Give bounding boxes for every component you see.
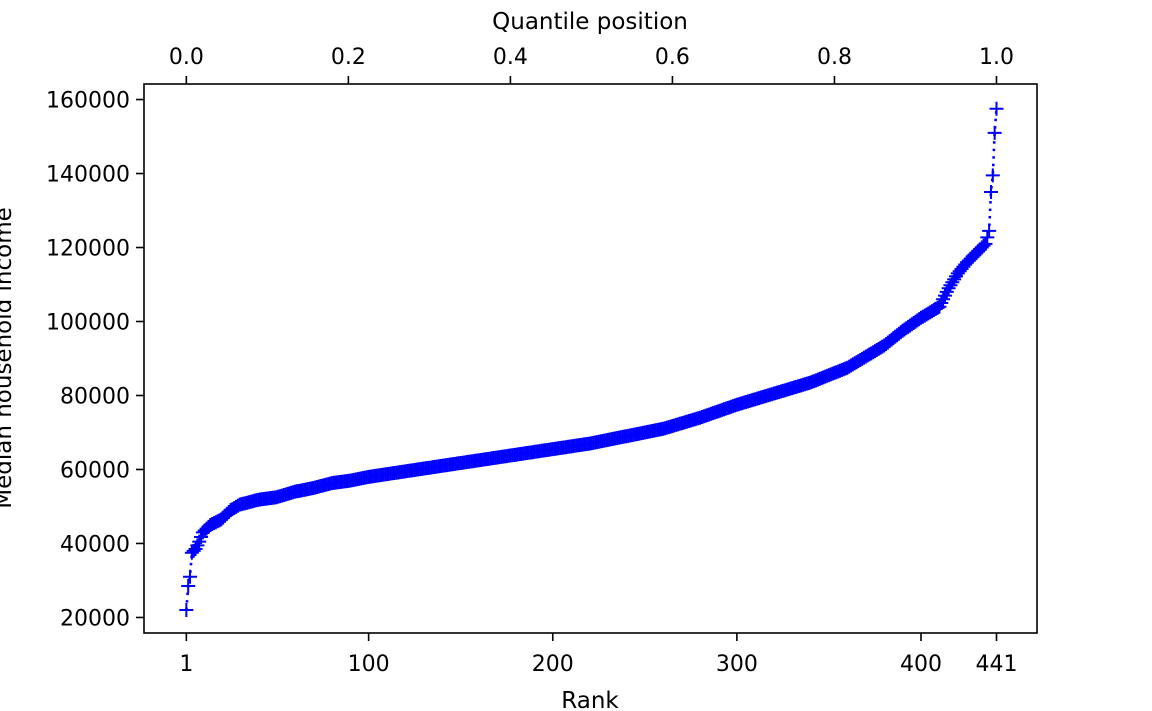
x-tick-label: 400 — [900, 652, 942, 677]
data-point — [983, 185, 998, 200]
x-tick-label: 100 — [348, 652, 390, 677]
data-point — [976, 238, 991, 253]
series-line — [185, 108, 998, 611]
quantile-axis-title: Quantile position — [492, 9, 688, 35]
data-point — [181, 579, 196, 594]
y-tick-label: 120000 — [46, 237, 130, 262]
data-point — [188, 542, 203, 557]
y-tick-label: 140000 — [46, 163, 130, 188]
quantile-tick-label: 0.4 — [493, 45, 528, 70]
x-tick-label: 441 — [975, 652, 1017, 677]
y-tick-label: 20000 — [60, 606, 130, 631]
data-point — [179, 603, 194, 618]
quantile-tick-label: 0.6 — [655, 45, 690, 70]
y-axis-title: Median household income — [0, 207, 17, 509]
quantile-tick-label: 0.2 — [331, 45, 366, 70]
data-point — [183, 569, 198, 584]
x-tick-label: 1 — [179, 652, 193, 677]
quantile-tick-label: 1.0 — [979, 45, 1014, 70]
data-point — [985, 168, 1000, 183]
data-point — [982, 223, 997, 238]
quantile-tick-label: 0.0 — [169, 45, 204, 70]
x-tick-label: 300 — [716, 652, 758, 677]
quantile-tick-label: 0.8 — [817, 45, 852, 70]
y-tick-label: 100000 — [46, 311, 130, 336]
data-point — [978, 236, 993, 251]
y-axis-ticks: 20000 40000 60000 80000 100000 120000 140000 16… — [46, 89, 144, 631]
income-series — [179, 101, 1004, 618]
data-point — [989, 101, 1004, 116]
x-axis-ticks: 1 100 200 300 400 441 — [179, 633, 1017, 677]
y-tick-label: 80000 — [60, 384, 130, 409]
y-tick-label: 40000 — [60, 532, 130, 557]
quantile-axis-ticks: 0.0 0.2 0.4 0.6 0.8 1.0 — [169, 45, 1014, 84]
y-tick-label: 160000 — [46, 89, 130, 114]
x-axis-title: Rank — [561, 688, 619, 711]
data-point — [980, 230, 995, 245]
y-tick-label: 60000 — [60, 458, 130, 483]
x-tick-label: 200 — [532, 652, 574, 677]
plot-frame — [143, 83, 1038, 634]
data-point — [987, 125, 1002, 140]
